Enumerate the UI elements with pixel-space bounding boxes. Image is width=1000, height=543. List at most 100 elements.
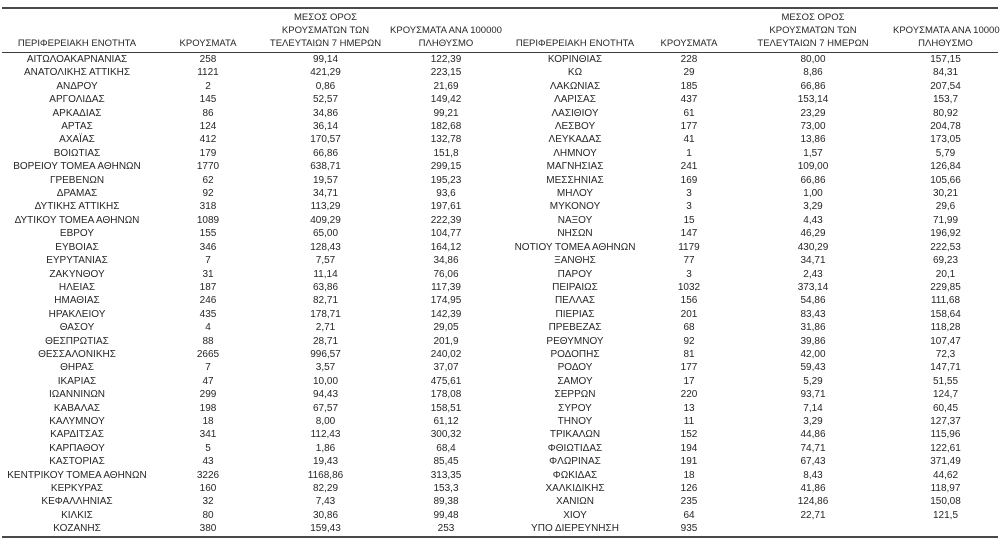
per100k-cell: 76,06 <box>433 268 459 280</box>
header-per100k-left: ΚΡΟΥΣΜΑΤΑ ΑΝΑ 100000 ΠΛΗΘΥΣΜΟ <box>387 8 505 53</box>
avg7-cell: 8,00 <box>315 415 336 427</box>
per100k-cell: 153,3 <box>433 483 459 494</box>
cases-cell: 160 <box>199 483 217 494</box>
region-cell: ΑΡΚΑΔΙΑΣ <box>52 107 102 119</box>
per100k-cell: 118,28 <box>930 322 961 334</box>
cases-cell: 61 <box>683 107 695 119</box>
per100k-cell: 44,62 <box>932 469 959 481</box>
region-cell: ΜΕΣΣΗΝΙΑΣ <box>546 174 604 186</box>
table-row: ΚΕΝΤΡΙΚΟΥ ΤΟΜΕΑ ΑΘΗΝΩΝ 3226 1168,86 313,35 Φ… <box>2 469 998 482</box>
region-cell: ΗΡΑΚΛΕΙΟΥ <box>48 308 106 320</box>
avg7-cell: 42,00 <box>800 348 826 360</box>
table-row: ΕΥΡΥΤΑΝΙΑΣ 7 7,57 34,86 ΞΑΝΘΗΣ 77 34,71 69,23 <box>2 254 998 267</box>
region-cell: ΠΕΙΡΑΙΩΣ <box>552 281 598 293</box>
cases-cell: 41 <box>683 134 695 146</box>
per100k-cell: 240,02 <box>430 348 462 360</box>
header-per100k-left-line1: ΚΡΟΥΣΜΑΤΑ ΑΝΑ 100000 <box>390 25 502 36</box>
cases-cell: 3 <box>686 188 692 200</box>
region-cell: ΣΕΡΡΩΝ <box>554 389 596 401</box>
region-cell: ΝΟΤΙΟΥ ΤΟΜΕΑ ΑΘΗΝΩΝ <box>514 241 636 253</box>
cases-cell: 380 <box>199 523 217 535</box>
region-cell: ΚΑΛΥΜΝΟΥ <box>49 415 105 427</box>
cases-cell: 435 <box>199 308 217 320</box>
per100k-cell: 93,6 <box>436 188 456 200</box>
per100k-cell: 71,99 <box>932 214 959 226</box>
region-cell: ΔΥΤΙΚΗΣ ΑΤΤΙΚΗΣ <box>34 201 120 213</box>
region-cell: ΜΥΚΟΝΟΥ <box>549 201 601 213</box>
avg7-cell: 409,29 <box>310 214 341 226</box>
per100k-cell: 121,5 <box>932 509 959 521</box>
region-cell: ΔΥΤΙΚΟΥ ΤΟΜΕΑ ΑΘΗΝΩΝ <box>14 214 140 226</box>
avg7-cell: 74,71 <box>800 442 826 454</box>
per100k-cell: 34,86 <box>433 255 459 267</box>
cases-cell: 185 <box>680 80 698 92</box>
per100k-cell: 30,21 <box>932 188 959 200</box>
region-cell: ΚΕΝΤΡΙΚΟΥ ΤΟΜΕΑ ΑΘΗΝΩΝ <box>7 469 147 481</box>
cases-cell: 31 <box>202 268 214 280</box>
avg7-cell: 44,86 <box>800 429 826 441</box>
avg7-cell: 1168,86 <box>307 469 344 481</box>
region-cell: ΑΡΓΟΛΙΔΑΣ <box>49 94 105 106</box>
avg7-cell: 99,14 <box>312 54 339 65</box>
per100k-cell: 142,39 <box>430 308 462 320</box>
avg7-cell: 4,43 <box>803 214 823 226</box>
cases-cell: 1770 <box>196 161 220 173</box>
cases-cell: 17 <box>683 375 695 387</box>
avg7-cell: 3,29 <box>803 415 823 427</box>
cases-cell: 177 <box>680 362 698 374</box>
region-cell: ΛΕΥΚΑΔΑΣ <box>548 134 602 146</box>
region-cell: ΑΡΤΑΣ <box>61 121 93 133</box>
avg7-cell: 996,57 <box>310 348 341 360</box>
avg7-cell: 10,00 <box>312 375 339 387</box>
table-row: ΔΥΤΙΚΗΣ ΑΤΤΙΚΗΣ 318 113,29 197,61 ΜΥΚΟΝΟΥ 3 3,… <box>2 200 998 213</box>
avg7-cell: 93,71 <box>800 389 826 401</box>
cases-cell: 11 <box>683 415 695 427</box>
per100k-cell: 158,64 <box>930 308 961 320</box>
region-cell: ΘΑΣΟΥ <box>59 322 95 334</box>
per100k-cell: 475,61 <box>430 375 462 387</box>
per100k-cell: 118,97 <box>930 483 961 494</box>
avg7-cell: 430,29 <box>797 241 829 253</box>
avg7-cell: 3,57 <box>315 362 336 374</box>
region-cell: ΚΕΡΚΥΡΑΣ <box>50 483 104 494</box>
region-cell: ΑΙΤΩΛΟΑΚΑΡΝΑΝΙΑΣ <box>26 54 128 65</box>
avg7-cell: 66,86 <box>800 174 826 186</box>
region-cell: ΙΩΑΝΝΙΝΩΝ <box>48 389 106 401</box>
cases-cell: 1121 <box>197 67 219 79</box>
cases-cell: 92 <box>202 188 214 200</box>
avg7-cell: 19,57 <box>312 174 339 186</box>
per100k-cell: 164,12 <box>430 241 462 253</box>
cases-cell: 64 <box>683 509 695 521</box>
header-avg7-right: ΜΕΣΟΣ ΟΡΟΣ ΚΡΟΥΣΜΑΤΩΝ ΤΩΝ ΤΕΛΕΥΤΑΙΩΝ 7 Η… <box>733 8 893 53</box>
region-cell: ΚΩ <box>567 67 583 79</box>
region-cell: ΚΑΡΠΑΘΟΥ <box>49 442 105 454</box>
region-cell: ΚΑΣΤΟΡΙΑΣ <box>49 456 105 468</box>
per100k-cell: 20,1 <box>935 268 956 280</box>
per100k-cell: 173,05 <box>930 134 961 146</box>
avg7-cell: 373,14 <box>797 281 829 293</box>
cases-cell: 145 <box>199 94 217 106</box>
per100k-cell: 85,45 <box>433 456 459 468</box>
per100k-cell: 107,47 <box>930 335 961 347</box>
per100k-cell: 151,8 <box>433 147 459 159</box>
region-cell: ΛΗΜΝΟΥ <box>553 147 597 159</box>
per100k-cell: 5,79 <box>935 147 956 159</box>
cases-cell: 13 <box>683 402 695 414</box>
table-row: ΑΙΤΩΛΟΑΚΑΡΝΑΝΙΑΣ 258 99,14 122,39 ΚΟΡΙΝΘΙΑΣ 2… <box>2 53 998 67</box>
table-row: ΚΑΡΠΑΘΟΥ 5 1,86 68,4 ΦΘΙΩΤΙΔΑΣ 194 74,71 122,61 <box>2 442 998 455</box>
header-region-right: ΠΕΡΙΦΕΡΕΙΑΚΗ ΕΝΟΤΗΤΑ <box>505 8 645 53</box>
table-row: ΚΕΦΑΛΛΗΝΙΑΣ 32 7,43 89,38 ΧΑΝΙΩΝ 235 124,86 150… <box>2 495 998 508</box>
cases-cell: 124 <box>199 121 217 133</box>
avg7-cell: 34,71 <box>800 255 826 267</box>
header-region-right-label: ΠΕΡΙΦΕΡΕΙΑΚΗ ΕΝΟΤΗΤΑ <box>515 38 635 49</box>
avg7-cell: 1,86 <box>315 442 336 454</box>
table-row: ΔΥΤΙΚΟΥ ΤΟΜΕΑ ΑΘΗΝΩΝ 1089 409,29 222,39 ΝΑΞΟ… <box>2 214 998 227</box>
avg7-cell: 82,71 <box>312 295 339 307</box>
cases-cell: 5 <box>205 442 211 454</box>
cases-cell: 194 <box>680 442 698 454</box>
per100k-cell: 207,54 <box>930 80 961 92</box>
per100k-cell: 84,31 <box>932 67 959 79</box>
table-row: ΑΧΑΪΑΣ 412 170,57 132,78 ΛΕΥΚΑΔΑΣ 41 13,86 173,… <box>2 133 998 146</box>
table-row: ΕΒΡΟΥ 155 65,00 104,77 ΝΗΣΩΝ 147 46,29 196,92 <box>2 227 998 240</box>
per100k-cell: 89,38 <box>433 496 459 508</box>
